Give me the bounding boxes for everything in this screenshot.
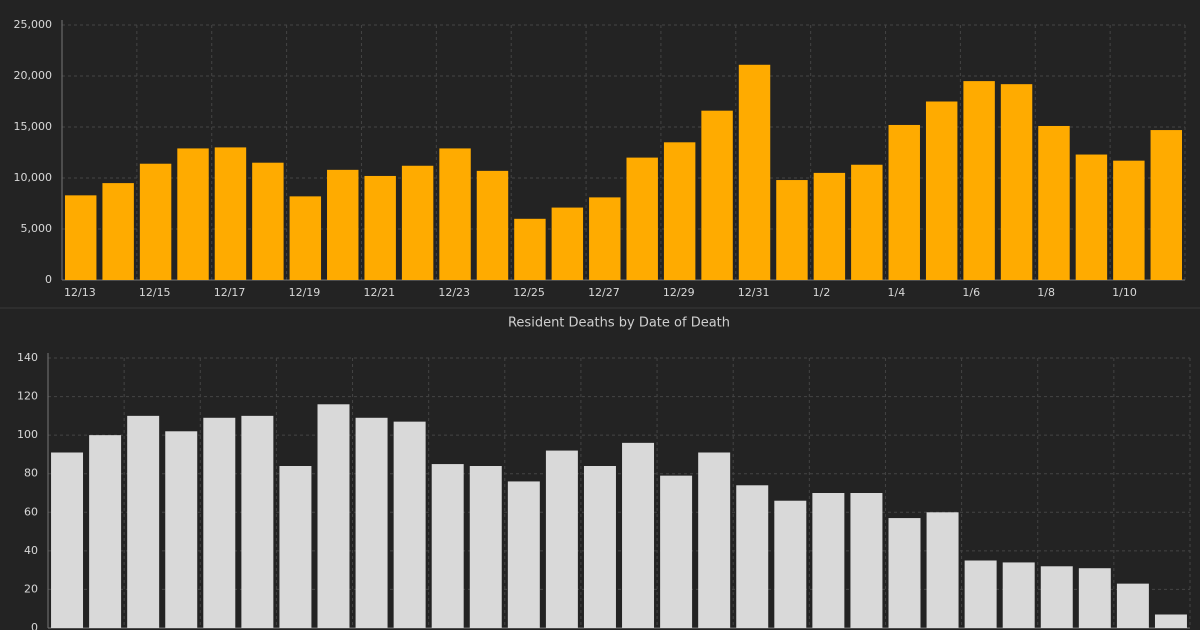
bar [241,415,274,628]
bar [851,164,883,280]
bar [476,170,509,280]
bar [736,485,769,628]
y-tick-label: 60 [24,505,38,518]
y-tick-label: 25,000 [14,18,53,31]
bar [469,466,502,628]
bar [364,175,396,280]
y-tick-label: 10,000 [14,171,53,184]
bar [439,148,471,280]
bar [774,500,807,628]
x-tick-label: 1/10 [1112,286,1137,299]
bar [317,404,350,628]
bar [622,442,655,628]
bar [165,431,198,628]
bar [51,452,84,628]
x-tick-label: 12/17 [214,286,246,299]
bar [127,415,160,628]
bar [698,452,731,628]
y-tick-label: 15,000 [14,120,53,133]
bar [812,493,845,628]
bar [1116,583,1149,628]
bar [431,464,464,628]
bar [64,195,97,280]
bar [514,218,546,280]
y-tick-label: 140 [17,351,38,364]
x-tick-label: 1/2 [813,286,831,299]
x-tick-label: 12/21 [363,286,395,299]
y-tick-label: 0 [31,621,38,630]
x-tick-label: 12/19 [289,286,321,299]
bar [888,518,921,628]
x-tick-label: 1/8 [1037,286,1055,299]
bar [89,435,122,628]
bar [660,475,693,628]
y-tick-label: 0 [45,273,52,286]
x-tick-label: 12/29 [663,286,695,299]
bar [355,417,388,628]
bar [1150,130,1183,280]
bar [177,148,209,280]
y-tick-label: 120 [17,390,38,403]
bar [589,197,621,280]
bar [964,560,997,628]
chart-title: Resident Deaths by Date of Death [508,316,730,331]
x-tick-label: 12/15 [139,286,171,299]
bar [545,450,578,628]
bar [701,110,733,281]
bar [279,466,312,628]
x-tick-label: 1/4 [888,286,906,299]
y-tick-label: 80 [24,467,38,480]
bar [963,81,995,280]
x-tick-label: 1/6 [962,286,980,299]
y-tick-label: 40 [24,544,38,557]
x-tick-label: 12/25 [513,286,545,299]
bar [1154,614,1187,628]
bar [1040,566,1073,628]
y-tick-label: 5,000 [21,222,53,235]
x-tick-label: 12/23 [438,286,470,299]
bar [776,180,808,280]
bar [203,417,236,628]
bar [850,493,883,628]
x-tick-label: 12/31 [738,286,770,299]
bar [252,162,284,280]
bar [926,512,959,628]
bar [738,64,771,280]
bar [289,196,322,280]
bar [1078,568,1111,628]
bar [551,207,584,280]
bar [1000,84,1033,280]
bar [1075,154,1108,280]
bar [102,183,134,280]
bar [663,142,696,280]
bar [507,481,540,628]
bar [925,101,958,280]
bar [139,163,172,280]
x-tick-label: 12/13 [64,286,96,299]
y-tick-label: 20 [24,582,38,595]
bar [214,147,247,280]
bar [583,466,616,628]
y-tick-label: 100 [17,428,38,441]
bar [1002,562,1035,628]
bar [626,157,658,280]
bar [1113,160,1145,280]
bar [888,124,920,281]
y-tick-label: 20,000 [14,69,53,82]
bar [393,421,426,628]
bar [401,165,434,280]
bar [1038,125,1070,280]
bar [327,169,359,280]
x-tick-label: 12/27 [588,286,620,299]
bar [813,172,846,280]
